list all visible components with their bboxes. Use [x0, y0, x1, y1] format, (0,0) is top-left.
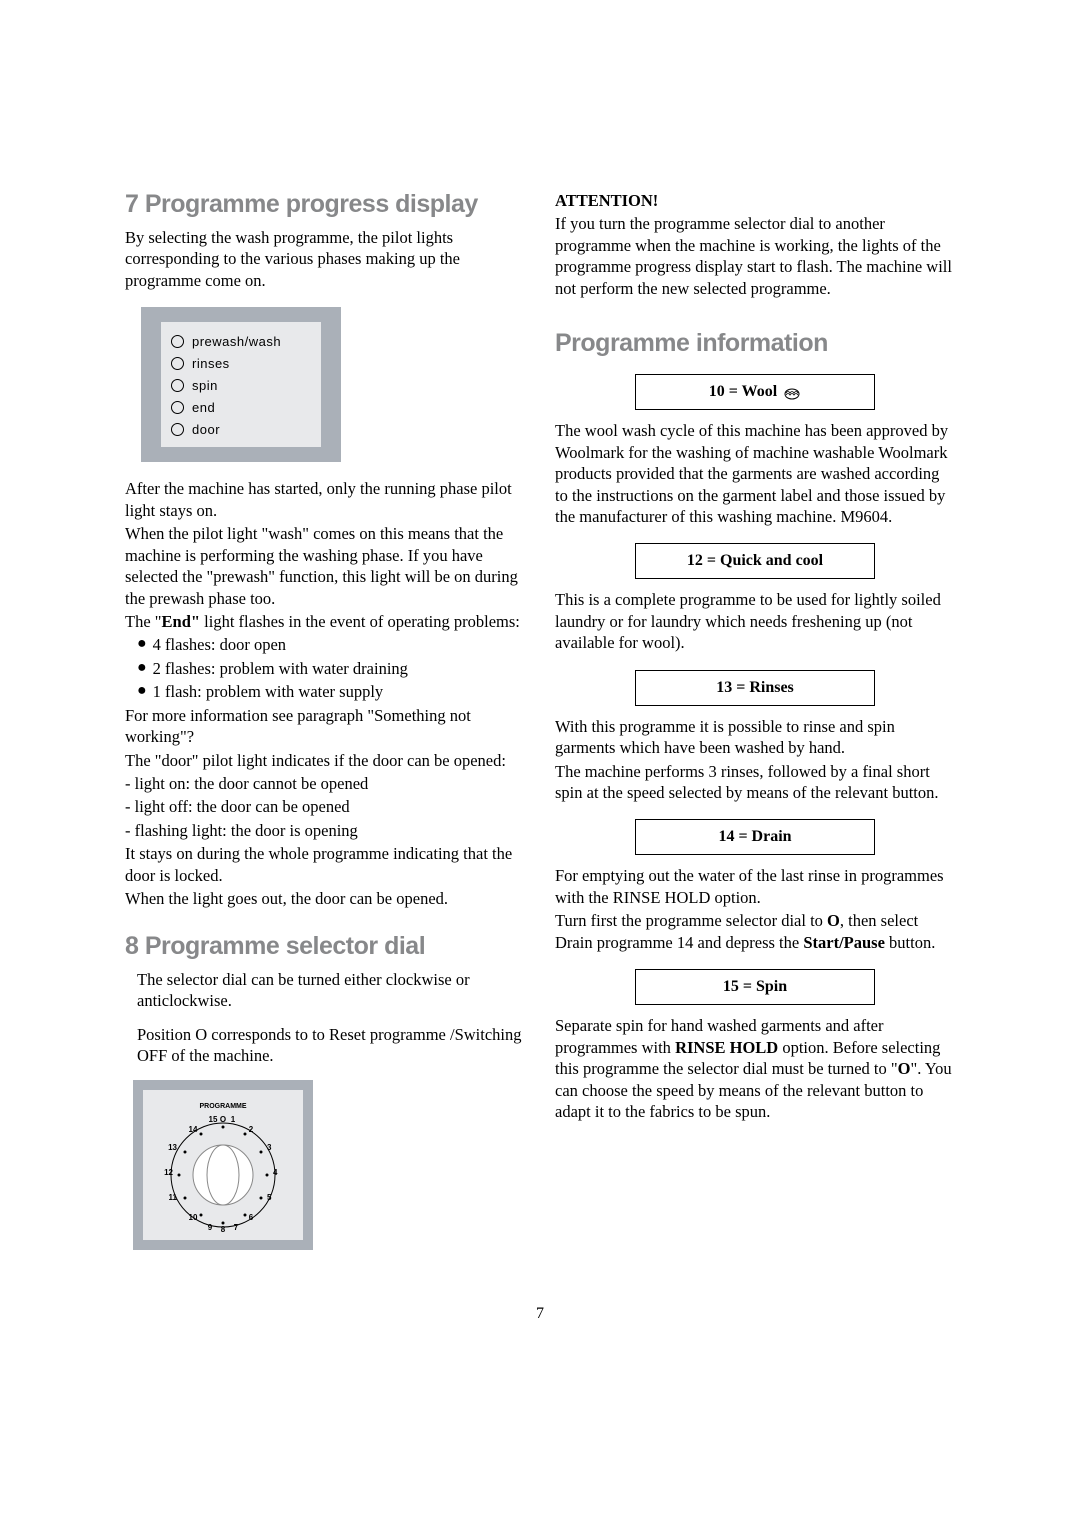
programme-info-heading: Programme information — [555, 329, 955, 358]
svg-text:13: 13 — [168, 1143, 177, 1152]
pilot-light-panel: prewash/wash rinses spin end door — [141, 307, 341, 462]
bullet-text: 1 flash: problem with water supply — [153, 681, 384, 702]
svg-text:2: 2 — [249, 1125, 254, 1134]
programme-dial-illustration: PROGRAMME 15 O 1 2 3 4 5 6 7 8 9 10 — [133, 1080, 525, 1255]
paragraph: This is a complete programme to be used … — [555, 589, 955, 653]
paragraph: For emptying out the water of the last r… — [555, 865, 955, 908]
attention-label: ATTENTION! — [555, 190, 955, 211]
programme-box-10: 10 = Wool — [635, 374, 875, 410]
lamp-icon — [171, 379, 184, 392]
bullet-icon: ● — [137, 658, 147, 679]
section-7-intro: By selecting the wash programme, the pil… — [125, 227, 525, 291]
paragraph: Turn first the programme selector dial t… — [555, 910, 955, 953]
dial-svg: PROGRAMME 15 O 1 2 3 4 5 6 7 8 9 10 — [133, 1080, 313, 1250]
svg-text:3: 3 — [267, 1143, 272, 1152]
programme-box-14: 14 = Drain — [635, 819, 875, 855]
two-column-layout: 7 Programme progress display By selectin… — [125, 190, 955, 1255]
paragraph: It stays on during the whole programme i… — [125, 843, 525, 886]
left-column: 7 Programme progress display By selectin… — [125, 190, 525, 1255]
lamp-icon — [171, 357, 184, 370]
paragraph: When the light goes out, the door can be… — [125, 888, 525, 909]
bullet-text: 2 flashes: problem with water draining — [153, 658, 408, 679]
paragraph: The wool wash cycle of this machine has … — [555, 420, 955, 527]
lamp-row-prewash: prewash/wash — [171, 334, 311, 349]
svg-text:12: 12 — [164, 1168, 173, 1177]
bullet-item: ● 1 flash: problem with water supply — [125, 681, 525, 704]
svg-text:15: 15 — [209, 1115, 218, 1124]
lamp-row-rinses: rinses — [171, 356, 311, 371]
lamp-row-spin: spin — [171, 378, 311, 393]
paragraph: The "door" pilot light indicates if the … — [125, 750, 525, 771]
lamp-icon — [171, 335, 184, 348]
paragraph: With this programme it is possible to ri… — [555, 716, 955, 759]
svg-text:7: 7 — [234, 1223, 239, 1232]
section-7-heading: 7 Programme progress display — [125, 190, 525, 219]
svg-text:6: 6 — [249, 1213, 254, 1222]
paragraph: Position O corresponds to to Reset progr… — [125, 1024, 525, 1067]
paragraph: If you turn the programme selector dial … — [555, 213, 955, 299]
paragraph: The machine performs 3 rinses, followed … — [555, 761, 955, 804]
pilot-light-panel-inner: prewash/wash rinses spin end door — [161, 322, 321, 447]
svg-text:O: O — [220, 1115, 226, 1124]
paragraph: When the pilot light "wash" comes on thi… — [125, 523, 525, 609]
lamp-label: spin — [192, 378, 218, 393]
paragraph: - light on: the door cannot be opened — [125, 773, 525, 794]
bullet-icon: ● — [137, 634, 147, 655]
bullet-item: ● 4 flashes: door open — [125, 634, 525, 657]
paragraph: - flashing light: the door is opening — [125, 820, 525, 841]
svg-text:PROGRAMME: PROGRAMME — [199, 1103, 246, 1110]
section-8-heading: 8 Programme selector dial — [125, 932, 525, 961]
paragraph: Separate spin for hand washed garments a… — [555, 1015, 955, 1122]
bullet-text: 4 flashes: door open — [153, 634, 286, 655]
svg-text:11: 11 — [169, 1193, 178, 1202]
paragraph: The "End" light flashes in the event of … — [125, 611, 525, 632]
bullet-item: ● 2 flashes: problem with water draining — [125, 658, 525, 681]
programme-box-13: 13 = Rinses — [635, 670, 875, 706]
lamp-row-end: end — [171, 400, 311, 415]
lamp-label: end — [192, 400, 215, 415]
paragraph: For more information see paragraph "Some… — [125, 705, 525, 748]
lamp-row-door: door — [171, 422, 311, 437]
svg-text:10: 10 — [189, 1213, 198, 1222]
lamp-label: prewash/wash — [192, 334, 281, 349]
svg-text:9: 9 — [208, 1223, 213, 1232]
svg-text:14: 14 — [189, 1125, 198, 1134]
svg-text:4: 4 — [273, 1168, 278, 1177]
lamp-icon — [171, 401, 184, 414]
programme-box-15: 15 = Spin — [635, 969, 875, 1005]
bullet-icon: ● — [137, 681, 147, 702]
paragraph: After the machine has started, only the … — [125, 478, 525, 521]
svg-text:5: 5 — [267, 1193, 272, 1202]
paragraph: - light off: the door can be opened — [125, 796, 525, 817]
svg-text:1: 1 — [231, 1115, 236, 1124]
lamp-label: door — [192, 422, 220, 437]
lamp-label: rinses — [192, 356, 230, 371]
programme-box-12: 12 = Quick and cool — [635, 543, 875, 579]
right-column: ATTENTION! If you turn the programme sel… — [555, 190, 955, 1255]
wool-icon — [783, 384, 801, 400]
svg-text:8: 8 — [221, 1225, 226, 1234]
lamp-icon — [171, 423, 184, 436]
paragraph: The selector dial can be turned either c… — [125, 969, 525, 1012]
page-number: 7 — [125, 1305, 955, 1323]
